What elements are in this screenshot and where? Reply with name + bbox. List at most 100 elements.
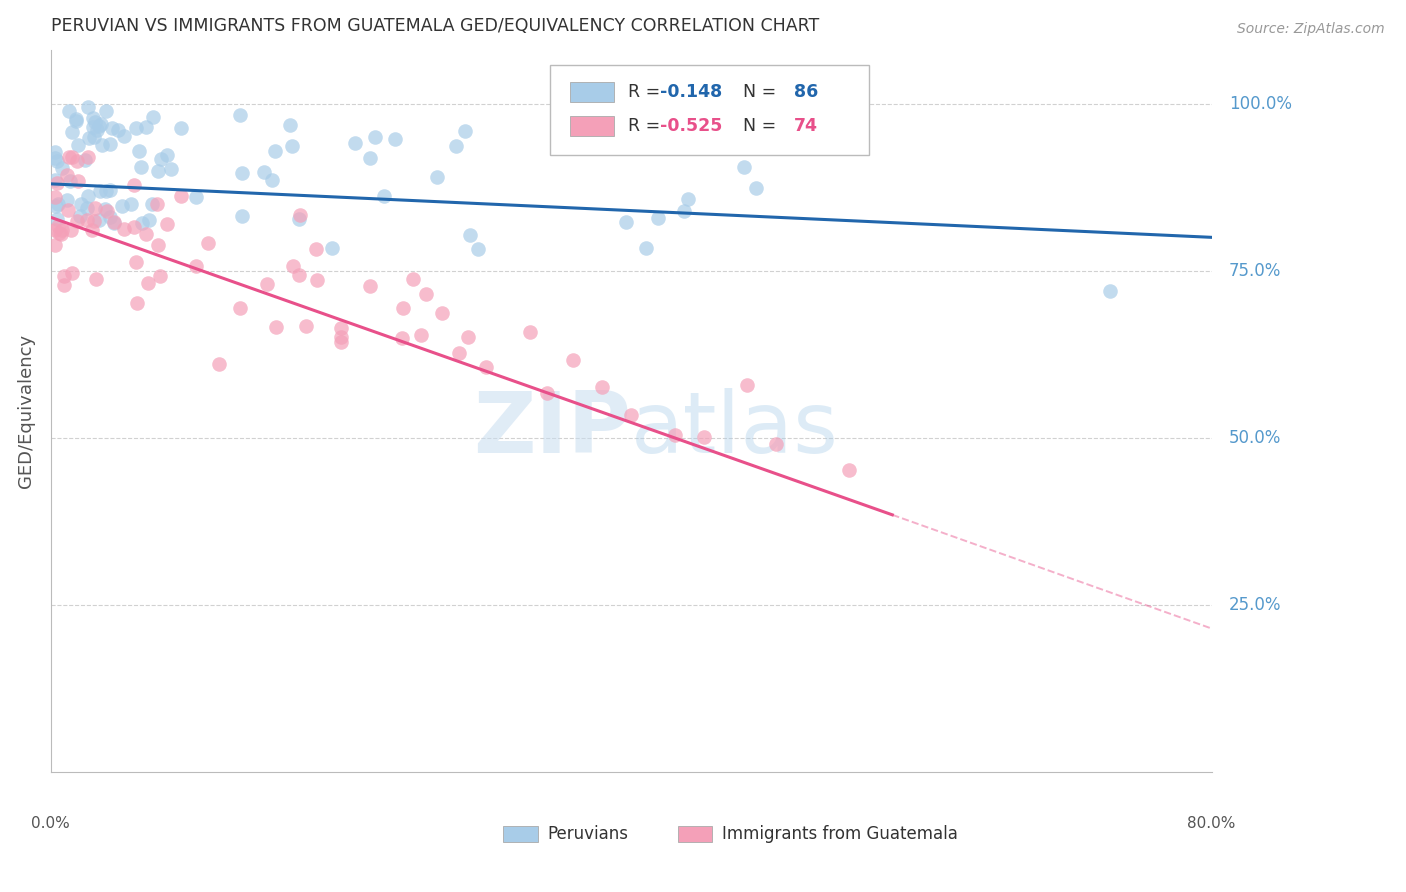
Point (112, 129, 135, 144)
Point (98, 136, 121, 151)
Point (60, 125, 83, 139)
Point (135, 227, 157, 242)
Point (634, 241, 657, 255)
Point (135, 120, 157, 134)
Point (591, 380, 613, 394)
Point (150, 152, 173, 166)
Text: Source: ZipAtlas.com: Source: ZipAtlas.com (1237, 22, 1385, 37)
Point (391, 330, 413, 344)
Point (51, 161, 73, 176)
Point (55, 193, 77, 207)
Point (288, 208, 311, 222)
Point (103, 216, 125, 230)
Point (364, 130, 387, 145)
Point (59, 174, 82, 188)
Point (66, 153, 89, 168)
Point (87, 213, 110, 227)
Point (475, 359, 498, 374)
Point (98, 211, 121, 225)
Point (228, 107, 250, 121)
Point (160, 161, 183, 176)
Point (44, 223, 66, 237)
Text: PERUVIAN VS IMMIGRANTS FROM GUATEMALA GED/EQUIVALENCY CORRELATION CHART: PERUVIAN VS IMMIGRANTS FROM GUATEMALA GE… (51, 17, 818, 35)
Text: 25.0%: 25.0% (1229, 596, 1281, 614)
Point (148, 164, 170, 178)
Point (321, 241, 343, 255)
Text: atlas: atlas (631, 388, 839, 471)
FancyBboxPatch shape (569, 82, 613, 102)
Point (96, 203, 118, 218)
Point (128, 144, 150, 158)
Point (344, 136, 367, 150)
Point (94, 184, 117, 198)
Point (112, 222, 135, 236)
Point (51, 227, 73, 242)
Text: 100.0%: 100.0% (1229, 95, 1292, 112)
Point (146, 197, 169, 211)
Point (838, 463, 860, 477)
Point (107, 123, 129, 137)
Point (122, 220, 145, 235)
Point (156, 148, 179, 162)
Point (76, 100, 98, 114)
Point (307, 273, 329, 287)
Point (359, 151, 381, 165)
Point (76, 213, 98, 227)
Point (46, 219, 69, 234)
Point (231, 166, 253, 180)
Point (733, 160, 755, 174)
Point (51, 222, 73, 236)
Point (676, 192, 699, 206)
Point (264, 319, 287, 334)
Point (295, 319, 318, 334)
Text: -0.148: -0.148 (661, 83, 723, 101)
Point (76, 150, 98, 164)
Point (278, 118, 301, 132)
Point (66, 137, 89, 152)
Point (48, 197, 70, 211)
Point (1098, 284, 1121, 298)
Point (373, 188, 395, 202)
Point (111, 199, 134, 213)
Point (91, 137, 114, 152)
Point (131, 216, 153, 230)
Point (392, 301, 415, 316)
Point (45, 199, 67, 213)
Point (614, 214, 637, 228)
Point (58, 103, 80, 118)
Point (58, 202, 80, 217)
Point (169, 121, 191, 136)
Point (288, 211, 311, 226)
Point (66, 214, 89, 228)
Point (56, 168, 79, 182)
Text: R =: R = (627, 83, 665, 101)
Point (44, 151, 66, 165)
Point (125, 121, 148, 136)
Text: 74: 74 (793, 117, 818, 135)
Point (84, 201, 107, 215)
Point (253, 165, 276, 179)
Point (384, 132, 406, 146)
Point (458, 227, 481, 242)
Point (562, 352, 585, 367)
Point (69, 209, 91, 223)
Point (281, 139, 304, 153)
Point (82, 112, 104, 126)
Text: 80.0%: 80.0% (1188, 816, 1236, 830)
Point (69, 196, 91, 211)
Point (82, 120, 104, 134)
FancyBboxPatch shape (503, 826, 538, 841)
Point (647, 211, 669, 225)
Point (83, 214, 105, 228)
Point (156, 218, 179, 232)
Point (120, 196, 142, 211)
Point (415, 287, 437, 301)
Point (264, 144, 287, 158)
Point (692, 430, 714, 444)
Text: Immigrants from Guatemala: Immigrants from Guatemala (721, 825, 957, 843)
Point (103, 215, 125, 229)
Point (149, 269, 172, 284)
Point (402, 272, 425, 286)
Point (58, 150, 80, 164)
Point (256, 277, 278, 291)
